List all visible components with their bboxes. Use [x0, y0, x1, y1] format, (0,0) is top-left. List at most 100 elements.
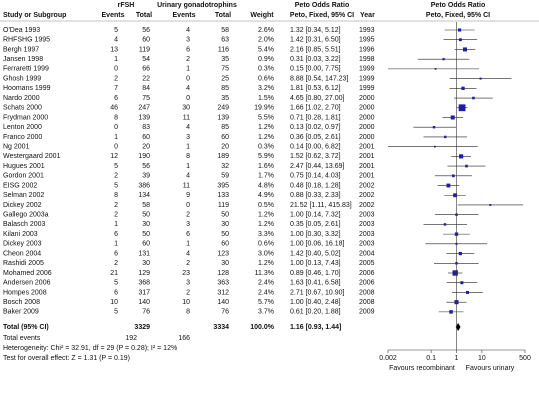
effect-square	[443, 223, 447, 226]
events-2: 4	[186, 173, 190, 180]
events-2: 10	[182, 299, 190, 306]
study-name: RHFSHG 1995	[3, 37, 50, 44]
study-name: Mohamed 2006	[3, 270, 52, 277]
events-2: 2	[186, 289, 190, 296]
events-2: 1	[186, 143, 190, 150]
year: 2000	[359, 134, 375, 141]
total-2: 140	[217, 299, 229, 306]
year: 2005	[359, 260, 375, 267]
total-2: 60	[221, 241, 229, 248]
ci-label: 1.00 [0.13, 7.43]	[290, 260, 341, 267]
total-ci: 1.16 [0.93, 1.44]	[290, 324, 341, 331]
total-1: 131	[138, 250, 150, 257]
total-events-label: Total events	[3, 335, 41, 342]
total-2: 133	[217, 192, 229, 199]
ci-label: 1.00 [0.06, 16.18]	[290, 241, 345, 248]
events-1: 1	[114, 56, 118, 63]
ci-label: 1.81 [0.53, 6.12]	[290, 85, 341, 92]
weight: 1.6%	[258, 163, 274, 170]
x-tick-label: 10	[478, 355, 486, 362]
year: 2001	[359, 163, 375, 170]
effect-square	[449, 310, 453, 314]
total-1: 368	[138, 280, 150, 287]
events-1: 0	[114, 124, 118, 131]
effect-square	[433, 145, 436, 148]
ci-label: 0.15 [0.00, 7.75]	[290, 66, 341, 73]
study-name: Frydman 2000	[3, 114, 48, 121]
effect-square	[458, 38, 462, 42]
events-1: 2	[114, 75, 118, 82]
total-n1: 3329	[134, 324, 150, 331]
events-1: 5	[114, 27, 118, 34]
events-1: 5	[114, 309, 118, 316]
weight: 2.6%	[258, 27, 274, 34]
events-1: 7	[114, 85, 118, 92]
weight: 3.3%	[258, 231, 274, 238]
weight: 0.3%	[258, 143, 274, 150]
total-1: 134	[138, 192, 150, 199]
total-2: 85	[221, 85, 229, 92]
events-1: 0	[114, 66, 118, 73]
year: 1995	[359, 37, 375, 44]
events-2: 9	[186, 192, 190, 199]
ci-label: 1.42 [0.40, 5.02]	[290, 250, 341, 257]
ci-label: 0.75 [0.14, 4.03]	[290, 173, 341, 180]
ci-label: 1.32 [0.34, 5.12]	[290, 27, 341, 34]
events-2: 8	[186, 153, 190, 160]
events-1: 5	[114, 182, 118, 189]
overall-effect: Test for overall effect: Z = 1.31 (P = 0…	[3, 355, 130, 362]
ci-label: 1.00 [0.14, 7.32]	[290, 212, 341, 219]
ci-label: 0.88 [0.33, 2.33]	[290, 192, 341, 199]
total-1: 129	[138, 270, 150, 277]
group1-header: rFSH	[118, 2, 135, 9]
total-2: 75	[221, 66, 229, 73]
weight: 1.2%	[258, 212, 274, 219]
events-1: 8	[114, 192, 118, 199]
events-2: 4	[186, 85, 190, 92]
events-2: 1	[186, 163, 190, 170]
events-1: 6	[114, 250, 118, 257]
events-header: Events	[173, 12, 196, 19]
study-name: Andersen 2006	[3, 280, 51, 287]
year: 2003	[359, 212, 375, 219]
total-2: 50	[221, 231, 229, 238]
events-2: 11	[183, 182, 190, 189]
events-1: 12	[110, 153, 118, 160]
total-2: 30	[221, 260, 229, 267]
year-header: Year	[360, 12, 375, 19]
total-1: 190	[138, 153, 150, 160]
events-1: 5	[114, 163, 118, 170]
year: 2004	[359, 250, 375, 257]
total-1: 317	[138, 289, 150, 296]
year: 2001	[359, 173, 375, 180]
ci-label: 0.35 [0.05, 2.61]	[290, 221, 341, 228]
plot-method-header: Peto, Fixed, 95% CI	[426, 12, 490, 19]
study-name: Baker 2009	[3, 309, 39, 316]
total-2: 123	[217, 250, 229, 257]
total-1: 139	[138, 114, 150, 121]
events-1: 4	[114, 37, 118, 44]
events-2: 3	[186, 280, 190, 287]
total-1: 22	[142, 75, 150, 82]
ci-label: 2.16 [0.85, 5.51]	[290, 46, 341, 53]
ci-label: 2.47 [0.44, 13.69]	[290, 163, 345, 170]
total-2: 32	[221, 163, 229, 170]
events-2: 4	[186, 27, 190, 34]
weight: 1.5%	[258, 95, 274, 102]
year: 2001	[359, 153, 375, 160]
total-1: 84	[142, 85, 150, 92]
year: 2002	[359, 182, 375, 189]
events-2: 1	[186, 66, 190, 73]
study-name: Balasch 2003	[3, 221, 46, 228]
events-2: 3	[186, 37, 190, 44]
ci-label: 1.00 [0.40, 2.48]	[290, 299, 341, 306]
year: 2000	[359, 114, 375, 121]
x-tick-label: 1	[455, 355, 459, 362]
weight: 1.7%	[258, 173, 274, 180]
ci-label: 1.63 [0.41, 6.58]	[290, 280, 341, 287]
study-name: Westergaard 2001	[3, 153, 61, 160]
year: 2008	[359, 289, 375, 296]
group2-header: Urinary gonadotrophins	[157, 2, 237, 9]
study-name: Selman 2002	[3, 192, 44, 199]
